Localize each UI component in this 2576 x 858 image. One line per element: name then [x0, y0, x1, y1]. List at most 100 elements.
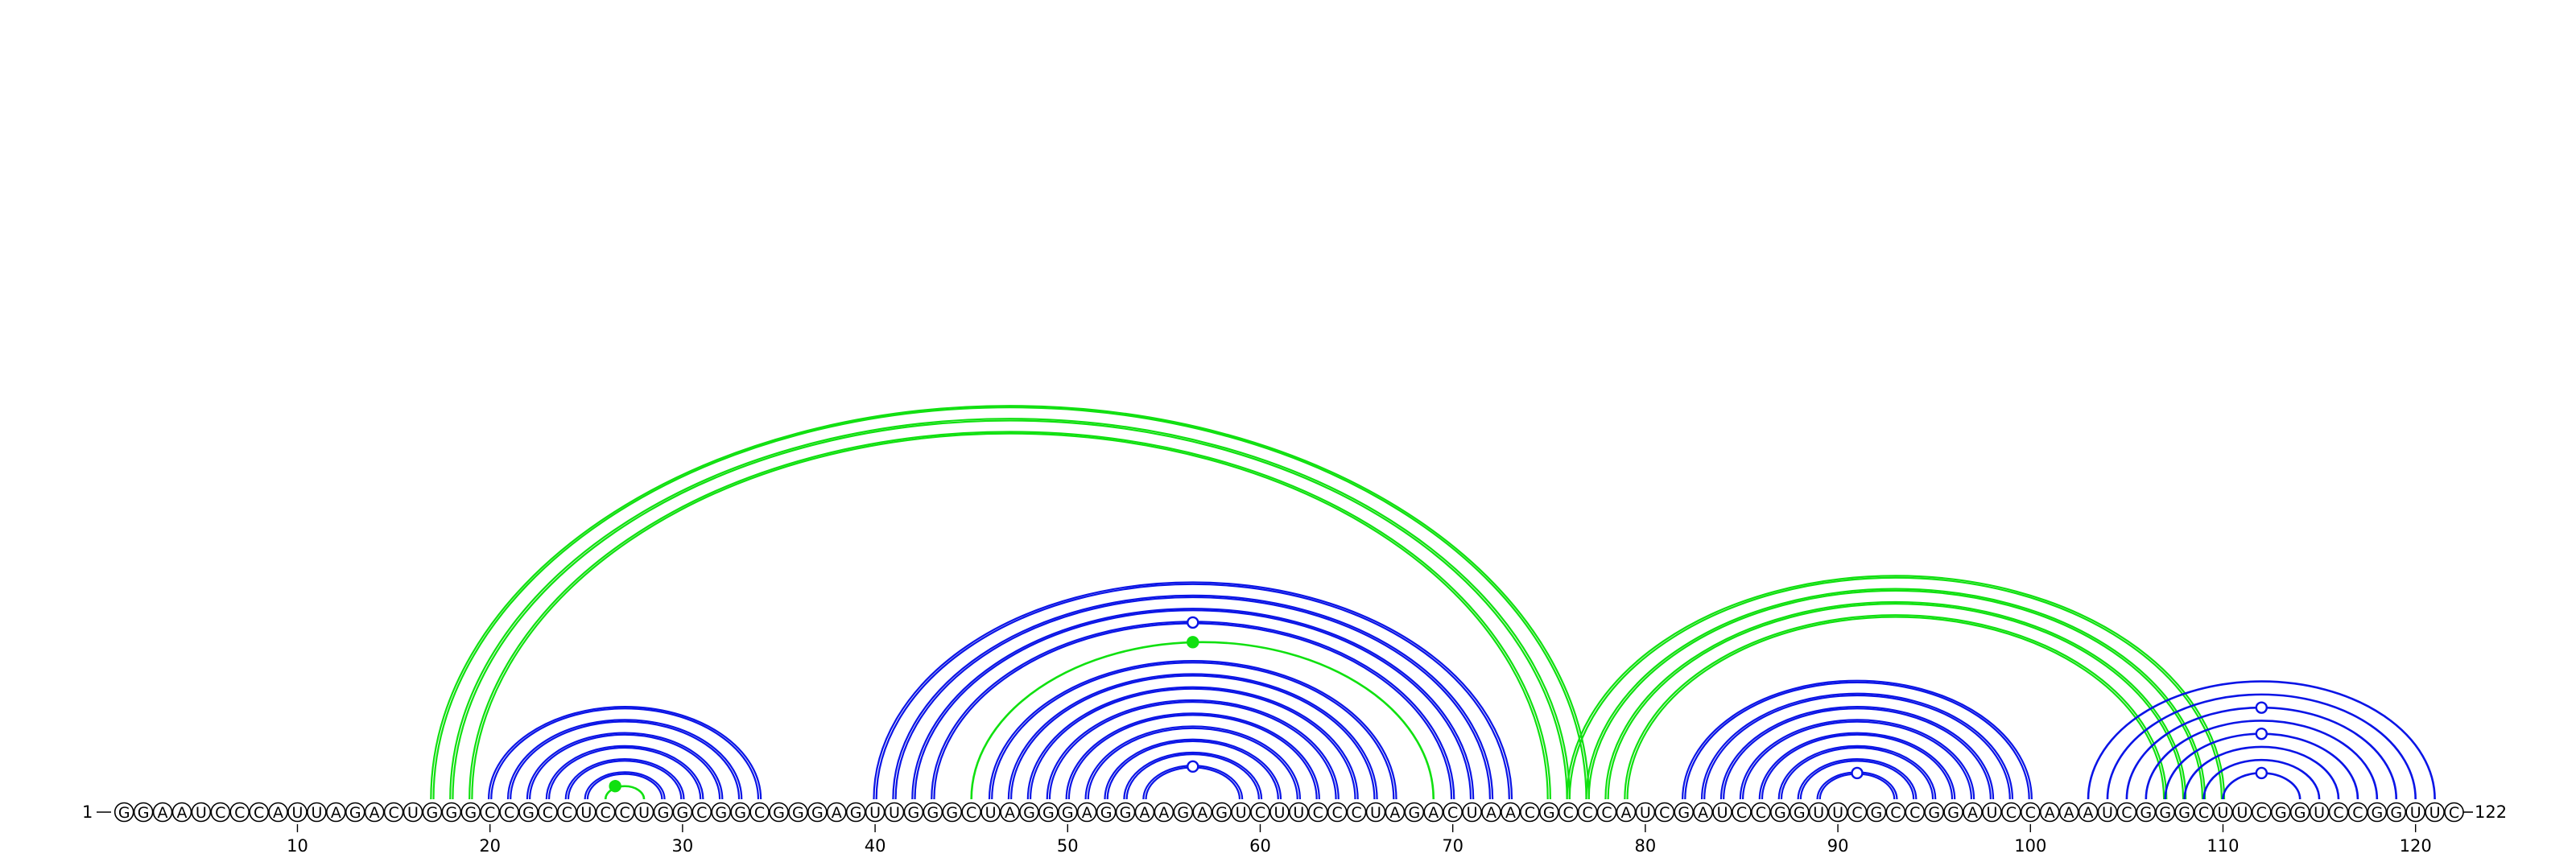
nucleotide-circle	[769, 802, 789, 823]
arc-strand	[894, 596, 1492, 800]
nucleotide-letter: C	[254, 804, 264, 822]
nucleotide-letter: A	[1486, 804, 1496, 822]
base-pair-arc	[1026, 686, 1359, 800]
nucleotide: C	[2347, 802, 2368, 823]
nucleotide: G	[1057, 802, 1078, 823]
arc-marker	[1851, 766, 1864, 780]
nucleotide: G	[845, 802, 866, 823]
backbone-layer: 1 122	[82, 802, 2507, 822]
nucleotide-letter: A	[832, 804, 842, 822]
nucleotide: A	[2039, 802, 2060, 823]
nucleotide: C	[229, 802, 250, 823]
nucleotide: U	[2232, 802, 2252, 823]
nucleotide: G	[441, 802, 462, 823]
arc-strand	[1029, 687, 1356, 800]
nucleotide: C	[249, 802, 269, 823]
nucleotide-letter: C	[2449, 804, 2459, 822]
nucleotide-circle	[1307, 802, 1328, 823]
nucleotide-letter: C	[754, 804, 765, 822]
nucleotide-circle	[2001, 802, 2021, 823]
nucleotide: G	[2270, 802, 2291, 823]
nucleotide-circle	[942, 802, 963, 823]
arc-strand	[1065, 712, 1320, 800]
nucleotide-circle	[1732, 802, 1752, 823]
nucleotide: C	[961, 802, 981, 823]
nucleotide: A	[1154, 802, 1174, 823]
nucleotide-circle	[1674, 802, 1695, 823]
arc-strand	[914, 609, 1472, 800]
nucleotide-circle	[1269, 802, 1290, 823]
nucleotide-circle	[826, 802, 847, 823]
nucleotide-circle	[2155, 802, 2176, 823]
nucleotide-circle	[1963, 802, 1983, 823]
nucleotide: U	[1808, 802, 1829, 823]
nucleotide-letter: C	[485, 804, 495, 822]
nucleotide-letter: C	[1332, 804, 1343, 822]
nucleotide: A	[1963, 802, 1983, 823]
nucleotide-letter: G	[1100, 804, 1113, 822]
nucleotide-circle	[1558, 802, 1579, 823]
nucleotide-letter: U	[1274, 804, 1285, 822]
arc-strand	[1682, 679, 2033, 800]
nucleotide-circle	[2328, 802, 2349, 823]
nucleotide-letter: G	[445, 804, 457, 822]
nucleotide: U	[402, 802, 423, 823]
base-pair-arc	[911, 608, 1475, 800]
nucleotide: A	[268, 802, 288, 823]
base-pair-arc	[2183, 745, 2340, 800]
arc-strand	[1007, 673, 1378, 800]
arc-strand	[892, 594, 1494, 800]
arc-marker	[2255, 766, 2268, 780]
arc-strand	[875, 583, 1510, 800]
nucleotide: G	[422, 802, 443, 823]
nucleotide-letter: G	[522, 804, 535, 822]
nucleotide: G	[903, 802, 924, 823]
nucleotide: A	[1481, 802, 1501, 823]
nucleotide-letter: G	[1543, 804, 1555, 822]
arc-strand	[529, 733, 721, 800]
nucleotide-circle	[903, 802, 924, 823]
nucleotide-circle	[845, 802, 866, 823]
nucleotide-letter: U	[2236, 804, 2248, 822]
tick-label: 50	[1057, 836, 1079, 856]
nucleotide-circle	[2097, 802, 2118, 823]
base-pair-arc	[564, 758, 685, 800]
nucleotide-circle	[653, 802, 674, 823]
nucleotide: U	[2213, 802, 2233, 823]
nucleotide: G	[1096, 802, 1117, 823]
nucleotide-letter: C	[2121, 804, 2132, 822]
nucleotide-letter: U	[196, 804, 207, 822]
ticks-layer: 10 20 30 40 50 60 70 80 90 100 110 120	[287, 824, 2432, 856]
nucleotide: C	[2194, 802, 2214, 823]
nucleotide: G	[2136, 802, 2157, 823]
nucleotide-circle	[1000, 802, 1020, 823]
nucleotide: C	[1577, 802, 1598, 823]
nucleotide-circle	[287, 802, 308, 823]
nucleotide-circle	[1057, 802, 1078, 823]
nucleotide-circle	[1635, 802, 1656, 823]
base-pair-arc	[1007, 673, 1378, 800]
base-pair-arc	[469, 431, 1551, 800]
base-pair-arc	[1758, 732, 1956, 800]
nucleotide-circle	[2289, 802, 2310, 823]
arc-strand	[1048, 701, 1337, 800]
nucleotide: U	[2309, 802, 2330, 823]
base-pair-arc	[1585, 588, 2207, 800]
nucleotide-circle	[2252, 802, 2272, 823]
nucleotide-circle	[2347, 802, 2368, 823]
nucleotide: C	[1558, 802, 1579, 823]
nucleotide: U	[1462, 802, 1482, 823]
nucleotide-letter: G	[2178, 804, 2190, 822]
nucleotide-circle	[1866, 802, 1887, 823]
arc-strand	[1067, 714, 1318, 800]
nucleotide: G	[942, 802, 963, 823]
arc-marker	[1187, 760, 1199, 773]
nucleotide-letter: G	[908, 804, 920, 822]
nucleotide-circle	[730, 802, 750, 823]
nucleotide-circle	[383, 802, 404, 823]
nucleotide-letter: A	[2045, 804, 2055, 822]
nucleotide: G	[730, 802, 750, 823]
nucleotide: G	[711, 802, 732, 823]
nucleotide-circle	[1134, 802, 1155, 823]
